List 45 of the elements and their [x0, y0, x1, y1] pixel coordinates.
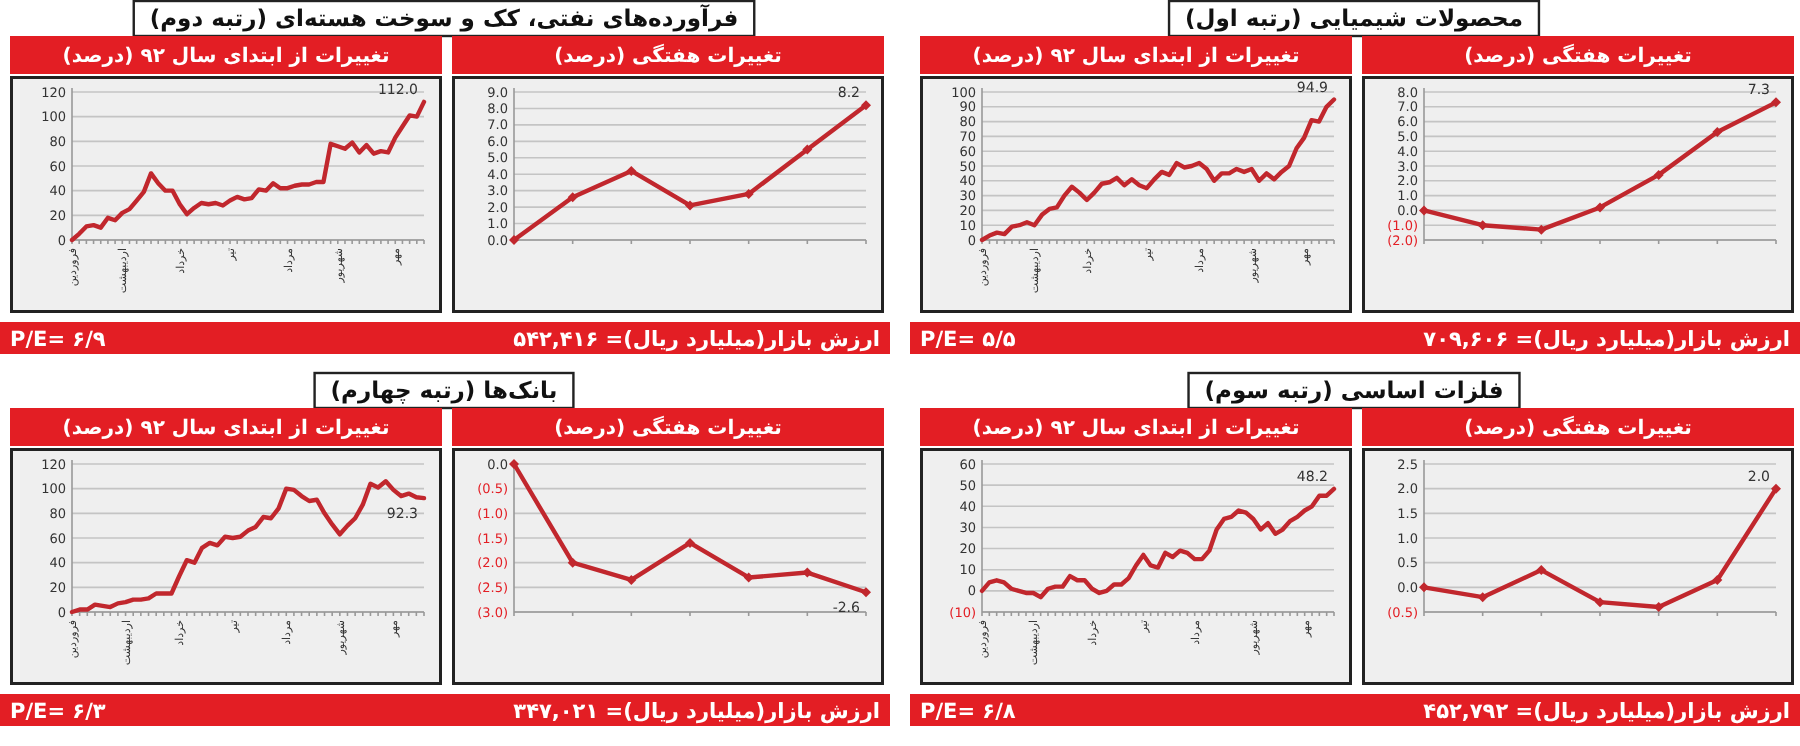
chart-title: تغییرات از ابتدای سال ۹۲ (درصد)	[972, 46, 1300, 68]
chart-title: تغییرات از ابتدای سال ۹۲ (درصد)	[62, 46, 390, 68]
text: فلزات اساسی (رتبه سوم)	[1204, 376, 1504, 404]
point	[567, 557, 578, 568]
point	[1595, 597, 1605, 608]
point	[1712, 126, 1723, 137]
point	[567, 192, 578, 203]
point	[1419, 582, 1429, 593]
point	[1712, 574, 1723, 585]
chart-title: تغییرات از ابتدای سال ۹۲ (درصد)	[62, 418, 390, 440]
point	[1595, 202, 1605, 213]
text: P/E= ۶/۹	[10, 328, 107, 352]
line-series	[979, 486, 1337, 600]
point	[509, 459, 519, 469]
text: بانک‌ها (رتبه چهارم)	[330, 376, 558, 404]
point	[1477, 220, 1488, 231]
point	[1653, 169, 1664, 180]
point	[861, 587, 871, 598]
text: ارزش بازار(میلیارد ریال)= ۵۴۲,۴۱۶	[513, 328, 880, 352]
point	[1477, 592, 1488, 603]
text: محصولات شیمیایی (رتبه اول)	[1185, 4, 1523, 32]
chart-title: تغییرات هفتگی (درصد)	[554, 42, 783, 68]
point	[1771, 97, 1781, 108]
text: P/E= ۶/۸	[920, 700, 1017, 724]
text: ارزش بازار(میلیارد ریال)= ۳۴۷,۰۲۱	[513, 700, 880, 724]
point	[685, 537, 695, 548]
point	[1536, 224, 1547, 235]
point	[626, 574, 637, 585]
text: P/E= ۶/۳	[10, 700, 107, 724]
text: ارزش بازار(میلیارد ریال)= ۷۰۹,۶۰۶	[1423, 328, 1790, 352]
point	[743, 188, 754, 199]
text: ارزش بازار(میلیارد ریال)= ۴۵۲,۷۹۲	[1423, 700, 1790, 724]
point	[861, 100, 871, 111]
point	[1536, 565, 1547, 576]
text: P/E= ۵/۵	[920, 328, 1017, 352]
point	[1419, 205, 1429, 216]
text: فرآورده‌های نفتی، کک و سوخت هسته‌ای (رتبه دوم)	[149, 4, 739, 32]
chart-title: تغییرات هفتگی (درصد)	[1464, 42, 1693, 68]
point	[685, 200, 695, 211]
chart-title: تغییرات از ابتدای سال ۹۲ (درصد)	[972, 418, 1300, 440]
point	[626, 165, 637, 176]
point	[1771, 483, 1781, 494]
chart-title: تغییرات هفتگی (درصد)	[554, 414, 783, 440]
chart-title: تغییرات هفتگی (درصد)	[1464, 414, 1693, 440]
point	[802, 144, 813, 155]
